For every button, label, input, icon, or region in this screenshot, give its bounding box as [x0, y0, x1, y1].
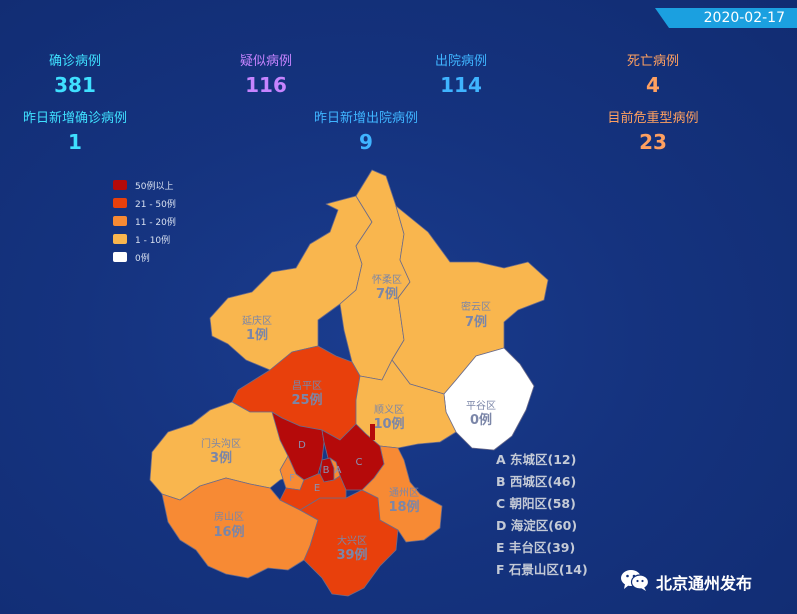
list-item: B 西城区(46)	[496, 474, 577, 489]
district-count: 7例	[465, 314, 487, 330]
list-item: E 丰台区(39)	[496, 540, 576, 555]
core-district-list: A 东城区(12) B 西城区(46) C 朝阳区(58) D 海淀区(60) …	[496, 449, 588, 581]
list-item: C 朝阳区(58)	[496, 496, 576, 511]
map-letter-a: A	[335, 465, 342, 476]
district-label: 房山区	[214, 510, 244, 523]
stat-label: 确诊病例	[48, 54, 101, 69]
district-count: 10例	[373, 416, 404, 432]
stat-label: 出院病例	[434, 54, 487, 69]
stat-critical: 目前危重型病例 23	[578, 107, 728, 154]
district-label: 门头沟区	[201, 437, 241, 450]
legend-label: 1 - 10例	[135, 235, 171, 246]
map-letter-c: C	[356, 457, 363, 468]
district-label: 延庆区	[242, 314, 272, 327]
map-letter-b: B	[323, 465, 330, 476]
district-label: 平谷区	[466, 400, 496, 412]
district-count: 7例	[376, 286, 398, 302]
legend-label: 11 - 20例	[135, 217, 176, 228]
stat-new-discharged: 昨日新增出院病例 9	[291, 107, 441, 154]
airport-marker	[370, 424, 375, 440]
district-fengtai[interactable]	[279, 473, 347, 511]
legend-swatch	[113, 252, 127, 262]
district-label: 通州区	[389, 487, 419, 499]
date-badge: 2020-02-17	[655, 8, 797, 28]
legend-label: 50例以上	[135, 181, 174, 192]
brand-watermark: 北京通州发布	[620, 568, 752, 596]
district-label: 怀柔区	[372, 274, 402, 286]
district-label: 密云区	[461, 300, 491, 313]
stat-new-confirmed: 昨日新增确诊病例 1	[0, 107, 150, 154]
legend-item[interactable]: 1 - 10例	[113, 230, 176, 248]
legend-item[interactable]: 11 - 20例	[113, 212, 176, 230]
legend-item[interactable]: 0例	[113, 248, 176, 266]
stat-value: 381	[54, 73, 96, 97]
stat-deaths: 死亡病例 4	[578, 50, 728, 97]
stat-label: 疑似病例	[239, 54, 292, 69]
legend-label: 21 - 50例	[135, 199, 176, 210]
legend-swatch	[113, 198, 127, 208]
list-item: D 海淀区(60)	[496, 518, 578, 533]
legend-swatch	[113, 180, 127, 190]
stat-label: 死亡病例	[626, 54, 679, 69]
district-count: 0例	[470, 412, 492, 428]
stat-label: 昨日新增确诊病例	[22, 111, 127, 126]
wechat-icon	[620, 568, 650, 596]
list-item: F 石景山区(14)	[496, 562, 588, 577]
stat-suspected: 疑似病例 116	[191, 50, 341, 97]
map-legend: 50例以上 21 - 50例 11 - 20例 1 - 10例 0例	[113, 176, 176, 266]
legend-swatch	[113, 216, 127, 226]
district-count: 39例	[336, 547, 367, 563]
stat-confirmed: 确诊病例 381	[0, 50, 150, 97]
stat-value: 4	[646, 73, 660, 97]
stat-value: 1	[68, 130, 82, 154]
stat-label: 昨日新增出院病例	[313, 111, 418, 126]
stat-value: 9	[359, 130, 373, 154]
district-count: 16例	[213, 524, 244, 540]
map-letter-d: D	[298, 440, 306, 451]
district-haidian[interactable]	[271, 411, 325, 481]
map-letter-e: E	[314, 483, 320, 494]
district-count: 1例	[246, 327, 268, 343]
district-count: 18例	[388, 499, 419, 515]
legend-item[interactable]: 21 - 50例	[113, 194, 176, 212]
legend-label: 0例	[135, 253, 150, 264]
district-label: 昌平区	[292, 380, 322, 392]
stat-value: 23	[639, 130, 667, 154]
district-label: 大兴区	[337, 534, 367, 547]
district-count: 3例	[210, 450, 232, 466]
district-count: 25例	[291, 392, 322, 408]
stat-value: 114	[440, 73, 482, 97]
district-label: 顺义区	[374, 404, 404, 416]
stat-value: 116	[245, 73, 287, 97]
list-item: A 东城区(12)	[496, 452, 577, 467]
stat-label: 目前危重型病例	[607, 111, 699, 126]
map-letter-f: F	[289, 473, 295, 484]
legend-item[interactable]: 50例以上	[113, 176, 176, 194]
legend-swatch	[113, 234, 127, 244]
brand-title: 北京通州发布	[656, 574, 753, 593]
stat-discharged: 出院病例 114	[386, 50, 536, 97]
